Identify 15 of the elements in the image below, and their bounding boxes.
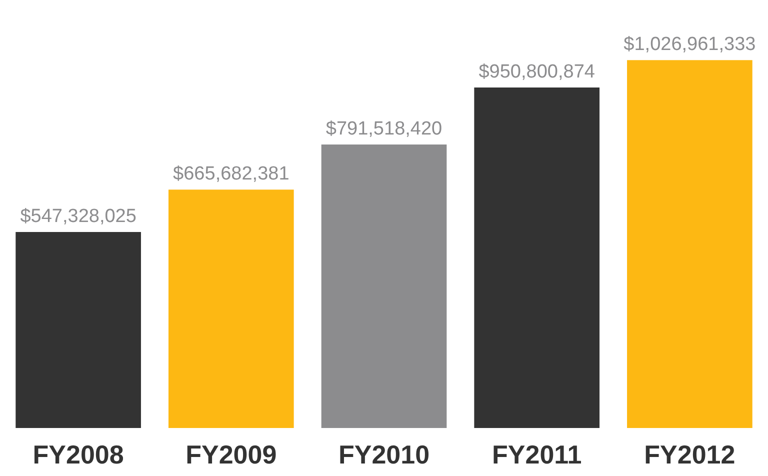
x-tick-label: FY2011	[492, 440, 582, 470]
data-label: $950,800,874	[478, 61, 596, 82]
bar	[168, 190, 294, 428]
bar	[474, 87, 600, 428]
bar	[627, 60, 752, 428]
data-label: $791,518,420	[326, 118, 442, 140]
data-label: $1,026,961,333	[624, 34, 756, 56]
data-label: $547,328,025	[20, 206, 136, 227]
x-tick-label: FY2009	[186, 440, 277, 470]
x-tick-label: FY2008	[32, 440, 124, 470]
x-tick-label: FY2012	[644, 440, 736, 470]
x-tick-label: FY2010	[338, 440, 430, 470]
data-label: $665,682,381	[173, 164, 290, 185]
bar	[16, 232, 141, 428]
bar	[321, 144, 447, 428]
